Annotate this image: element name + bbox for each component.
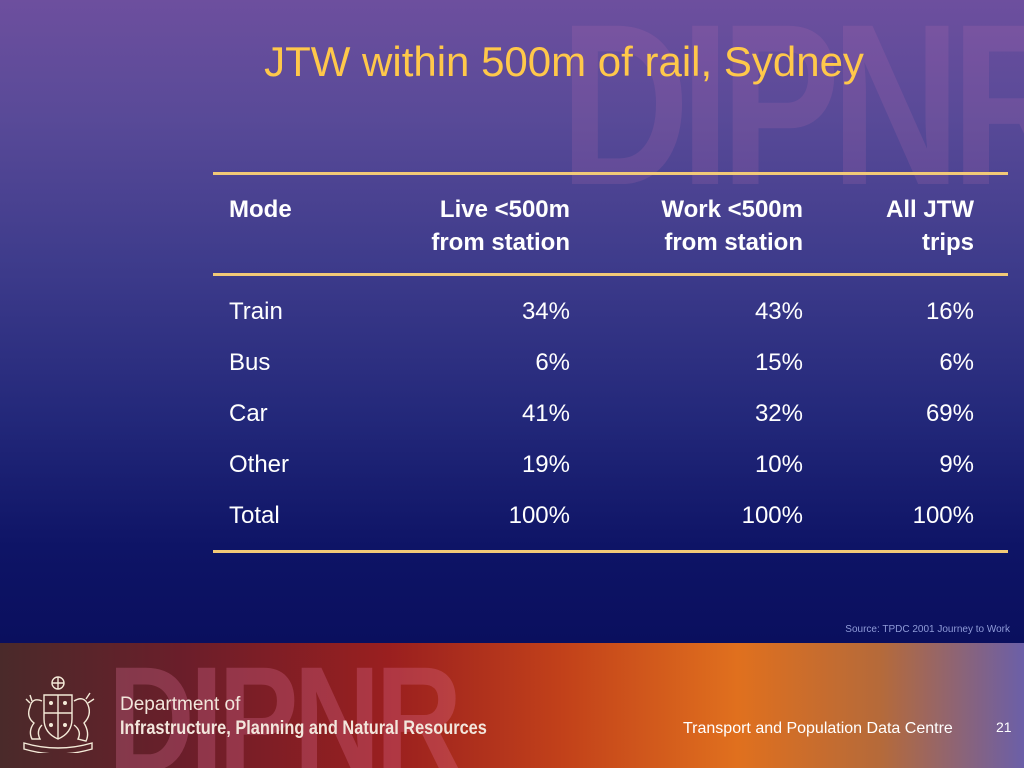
source-note: Source: TPDC 2001 Journey to Work bbox=[845, 624, 1010, 635]
row-work: 43% bbox=[754, 298, 803, 325]
department-name: Infrastructure, Planning and Natural Res… bbox=[120, 718, 487, 739]
row-all: 16% bbox=[925, 298, 974, 325]
header-mode: Mode bbox=[229, 196, 292, 223]
header-all-line2: trips bbox=[921, 229, 974, 256]
header-live-line1: Live <500m bbox=[439, 196, 570, 223]
row-live: 19% bbox=[521, 451, 570, 478]
row-mode: Train bbox=[229, 298, 283, 325]
row-all: 100% bbox=[912, 502, 974, 529]
row-work: 32% bbox=[754, 400, 803, 427]
row-mode: Car bbox=[229, 400, 268, 427]
header-live-line2: from station bbox=[431, 229, 570, 256]
table-top-rule bbox=[213, 172, 1008, 175]
data-centre-label: Transport and Population Data Centre bbox=[683, 720, 953, 737]
row-work: 10% bbox=[754, 451, 803, 478]
slide-title: JTW within 500m of rail, Sydney bbox=[264, 38, 864, 85]
dipnr-watermark: DIPNR bbox=[560, 0, 1024, 233]
row-all: 9% bbox=[939, 451, 974, 478]
row-live: 6% bbox=[535, 349, 570, 376]
header-all-line1: All JTW bbox=[886, 196, 974, 223]
row-all: 69% bbox=[925, 400, 974, 427]
row-mode: Other bbox=[229, 451, 290, 478]
table-bottom-rule bbox=[213, 550, 1008, 553]
footer-banner: DIPNR Department of Infrastructure, Plan… bbox=[0, 643, 1024, 768]
row-live: 100% bbox=[508, 502, 570, 529]
row-mode: Bus bbox=[229, 349, 271, 376]
dipnr-footer-watermark: DIPNR bbox=[108, 643, 462, 768]
department-of-label: Department of bbox=[120, 694, 241, 715]
row-mode: Total bbox=[229, 502, 280, 529]
nsw-coat-of-arms-icon bbox=[23, 676, 95, 753]
row-live: 34% bbox=[521, 298, 570, 325]
row-all: 6% bbox=[939, 349, 974, 376]
header-work-line1: Work <500m bbox=[661, 196, 803, 223]
row-live: 41% bbox=[521, 400, 570, 427]
slide-background: DIPNR bbox=[0, 0, 1024, 643]
page-number: 21 bbox=[996, 719, 1012, 735]
table-header-rule bbox=[213, 273, 1008, 276]
header-work-line2: from station bbox=[664, 229, 803, 256]
row-work: 15% bbox=[754, 349, 803, 376]
row-work: 100% bbox=[741, 502, 803, 529]
